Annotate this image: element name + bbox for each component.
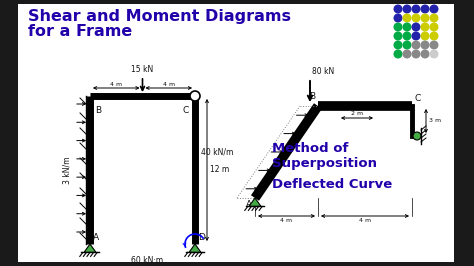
Circle shape [421, 23, 429, 31]
Circle shape [421, 14, 429, 22]
Circle shape [190, 91, 200, 101]
Circle shape [421, 50, 429, 58]
Text: 12 m: 12 m [210, 165, 229, 174]
Polygon shape [189, 244, 201, 252]
Text: B: B [309, 92, 315, 101]
Circle shape [421, 5, 429, 13]
Circle shape [430, 50, 438, 58]
Circle shape [421, 32, 429, 40]
Circle shape [394, 41, 402, 49]
Text: 4 m: 4 m [359, 218, 371, 223]
Circle shape [412, 41, 420, 49]
Text: 60 kN·m: 60 kN·m [131, 256, 164, 265]
Text: Method of: Method of [272, 142, 348, 155]
Text: D: D [198, 233, 205, 242]
Text: B: B [95, 106, 101, 115]
Text: for a Frame: for a Frame [28, 24, 132, 39]
Text: 3 m: 3 m [429, 118, 441, 123]
Circle shape [412, 5, 420, 13]
Text: Deflected Curve: Deflected Curve [272, 177, 392, 190]
Text: 40 kN/m: 40 kN/m [201, 148, 233, 156]
Text: 3 kN/m: 3 kN/m [63, 156, 72, 184]
Circle shape [430, 5, 438, 13]
Circle shape [394, 32, 402, 40]
Circle shape [394, 5, 402, 13]
Circle shape [412, 23, 420, 31]
Circle shape [403, 32, 411, 40]
Polygon shape [249, 198, 261, 206]
Circle shape [394, 14, 402, 22]
Circle shape [403, 14, 411, 22]
Circle shape [403, 23, 411, 31]
Circle shape [403, 41, 411, 49]
Text: 4 m: 4 m [110, 82, 122, 87]
Circle shape [421, 41, 429, 49]
Circle shape [403, 5, 411, 13]
Text: C: C [415, 94, 421, 103]
Text: 4 m: 4 m [163, 82, 175, 87]
Text: Superposition: Superposition [272, 156, 377, 169]
Circle shape [430, 14, 438, 22]
Circle shape [394, 23, 402, 31]
FancyBboxPatch shape [18, 4, 454, 262]
Circle shape [430, 32, 438, 40]
Text: A: A [246, 200, 252, 209]
Polygon shape [84, 244, 96, 252]
Text: 4 m: 4 m [281, 218, 292, 223]
Text: 15 kN: 15 kN [131, 65, 154, 74]
Circle shape [412, 50, 420, 58]
Text: Shear and Moment Diagrams: Shear and Moment Diagrams [28, 9, 291, 24]
Text: A: A [93, 233, 99, 242]
Text: 80 kN: 80 kN [312, 67, 334, 76]
Circle shape [413, 132, 421, 140]
Text: C: C [183, 106, 189, 115]
Circle shape [430, 41, 438, 49]
Circle shape [412, 32, 420, 40]
Text: 2 m: 2 m [351, 111, 363, 116]
Circle shape [412, 14, 420, 22]
Circle shape [394, 50, 402, 58]
Circle shape [403, 50, 411, 58]
Circle shape [430, 23, 438, 31]
